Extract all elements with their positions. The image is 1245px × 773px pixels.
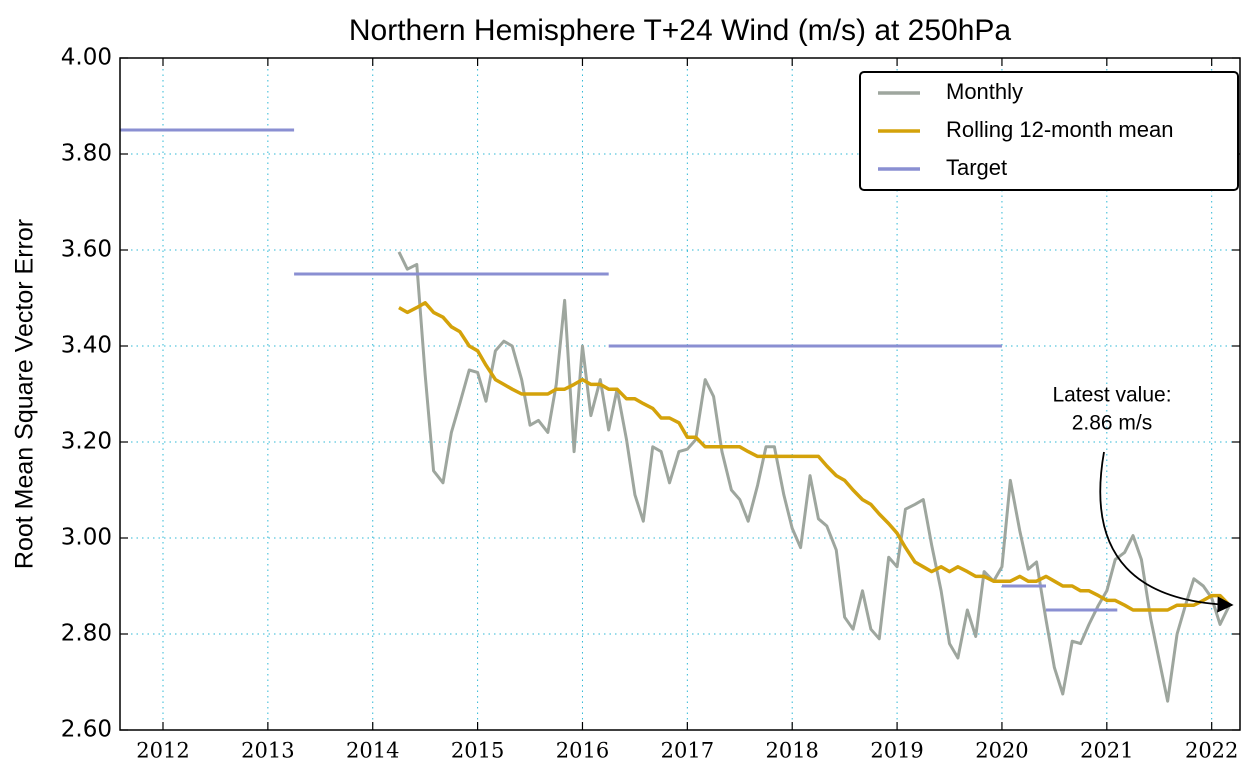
x-tick-label: 2012 bbox=[136, 739, 189, 763]
annotation-arrow bbox=[1099, 451, 1234, 613]
y-tick-label: 3.00 bbox=[61, 525, 112, 551]
chart-title: Northern Hemisphere T+24 Wind (m/s) at 2… bbox=[349, 14, 1012, 47]
y-tick-label: 3.20 bbox=[61, 429, 112, 455]
annotation: 2.86 m/s bbox=[1072, 412, 1153, 435]
annotation: Latest value: bbox=[1052, 384, 1171, 407]
x-tick-label: 2019 bbox=[870, 739, 923, 763]
grid bbox=[120, 57, 1240, 731]
plot-frame bbox=[119, 57, 1241, 731]
series-line bbox=[398, 301, 1231, 612]
x-tick-label: 2022 bbox=[1185, 739, 1238, 763]
x-tick-label: 2017 bbox=[661, 739, 714, 763]
legend-label: Target bbox=[946, 155, 1007, 180]
x-tick-label: 2020 bbox=[975, 739, 1028, 763]
legend-box bbox=[859, 71, 1239, 191]
y-tick-label: 2.60 bbox=[61, 717, 112, 743]
y-tick-label: 3.60 bbox=[61, 237, 112, 263]
series-line bbox=[397, 251, 1231, 703]
x-tick-label: 2015 bbox=[451, 739, 504, 763]
x-tick-label: 2018 bbox=[765, 739, 818, 763]
y-tick-label: 3.80 bbox=[61, 141, 112, 167]
legend-label: Rolling 12-month mean bbox=[946, 117, 1173, 142]
plot-marks bbox=[120, 128, 1231, 703]
x-tick-label: 2016 bbox=[556, 739, 609, 763]
y-tick-label: 4.00 bbox=[61, 45, 112, 71]
y-tick-label: 3.40 bbox=[61, 333, 112, 359]
y-tick-label: 2.80 bbox=[61, 621, 112, 647]
x-tick-label: 2014 bbox=[346, 739, 399, 763]
y-axis-label: Root Mean Square Vector Error bbox=[11, 219, 39, 569]
legend-label: Monthly bbox=[946, 79, 1023, 104]
x-tick-label: 2013 bbox=[241, 739, 294, 763]
x-tick-label: 2021 bbox=[1080, 739, 1133, 763]
legend: Monthly Rolling 12-month mean Target bbox=[859, 71, 1239, 191]
